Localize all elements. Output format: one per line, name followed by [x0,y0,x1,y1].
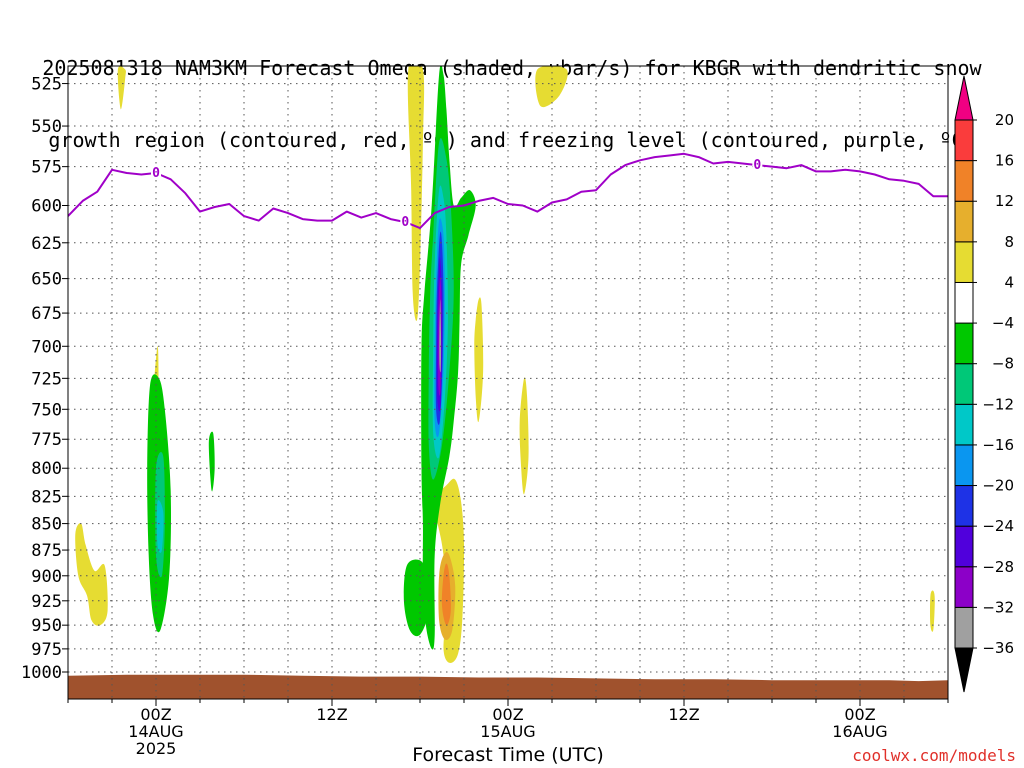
colorbar-segment [954,403,974,446]
freezing-label-bg-2 [752,157,763,172]
credit-link[interactable]: coolwx.com/models [852,746,1016,765]
colorbar-segment [954,566,974,608]
y-tick-label: 900 [31,567,62,587]
omega-region-5 [441,563,451,626]
terrain-fill [68,674,948,699]
colorbar-label: 12 [995,192,1014,210]
x-tick-label: 14AUG [128,722,183,741]
x-axis-label: Forecast Time (UTC) [412,744,604,766]
omega-shading-layer [75,66,935,663]
freezing-level-label: 0 [152,166,160,181]
y-tick-label: 675 [31,304,62,324]
omega-region-6 [474,297,484,423]
y-tick-label: 600 [31,197,62,217]
freezing-level-label: 0 [753,158,761,173]
omega-region-9 [75,523,108,626]
terrain-layer [68,674,948,699]
x-tick-label: 00Z [492,705,523,724]
y-tick-label: 975 [31,640,62,660]
colorbar: −36 −32 −28 −24 −20 −16 −12 −8 −4 4 8 12 16 20 [954,75,1014,693]
colorbar-label: 4 [1004,273,1014,291]
omega-region-13 [156,500,164,553]
omega-region-10 [930,590,935,632]
freezing-level-layer: 0 0 0 [68,152,948,230]
freezing-level-label: 0 [401,215,409,230]
omega-region-2 [407,66,425,321]
omega-region-23 [439,299,442,373]
y-tick-label: 550 [31,117,62,137]
colorbar-segment [954,485,974,527]
x-tick-label: 12Z [668,705,699,724]
colorbar-label: −12 [982,395,1014,413]
plot-frame [67,65,949,700]
y-tick-label: 950 [31,616,62,636]
y-tick-label: 525 [31,75,62,95]
colorbar-segment [954,322,974,365]
colorbar-segment [954,281,974,324]
grid-layer [68,66,948,699]
freezing-label-bg-1 [400,214,411,229]
colorbar-arrow-top [954,75,974,121]
colorbar-segment [954,200,974,243]
y-tick-label: 775 [31,430,62,450]
y-tick-label: 750 [31,400,62,420]
colorbar-label: −28 [982,558,1014,576]
colorbar-label: −20 [982,477,1014,495]
colorbar-segment [954,606,974,649]
x-tick-label: 15AUG [480,722,535,741]
x-tick-label: 12Z [316,705,347,724]
freezing-level-line [68,152,948,230]
colorbar-label: −8 [992,355,1014,373]
y-tick-label: 800 [31,459,62,479]
y-tick-label: 1000 [21,663,62,683]
colorbar-segment [954,119,974,162]
omega-region-7 [519,377,529,495]
colorbar-segment [954,160,974,202]
freezing-label-bg-0 [151,164,161,179]
y-tick-label: 875 [31,541,62,561]
colorbar-label: −24 [982,517,1014,535]
y-tick-label: 825 [31,487,62,507]
colorbar-label: −16 [982,436,1014,454]
x-tick-label: 16AUG [832,722,887,741]
x-tick-label: 2025 [136,739,177,758]
y-tick-label: 850 [31,515,62,535]
colorbar-label: 20 [995,111,1014,129]
x-tick-label: 00Z [140,705,171,724]
colorbar-segment [954,241,974,283]
chart-title: 2025081318 NAM3KM Forecast Omega (shaded… [0,8,1024,176]
colorbar-label: −36 [982,639,1014,657]
y-tick-label: 925 [31,592,62,612]
colorbar-label: −32 [982,598,1014,616]
omega-region-15 [403,559,430,637]
y-tick-label: 575 [31,158,62,178]
colorbar-segment [954,444,974,487]
y-axis-ticks: 525 550 575 600 625 650 675 700 725 750 775 800 825 8… [21,75,68,683]
colorbar-arrow-bottom [954,647,974,693]
colorbar-segment [954,525,974,568]
omega-region-1 [535,66,568,108]
x-tick-label: 00Z [844,705,875,724]
y-tick-label: 700 [31,337,62,357]
omega-region-0 [117,66,126,110]
y-tick-label: 625 [31,234,62,254]
colorbar-label: −4 [992,314,1014,332]
colorbar-label: 8 [1004,233,1014,251]
colorbar-segment [954,363,974,405]
chart-title-line1: 2025081318 NAM3KM Forecast Omega (shaded… [42,56,982,80]
colorbar-label: 16 [995,152,1014,170]
omega-region-14 [208,431,215,492]
y-tick-label: 725 [31,369,62,389]
y-tick-label: 650 [31,270,62,290]
